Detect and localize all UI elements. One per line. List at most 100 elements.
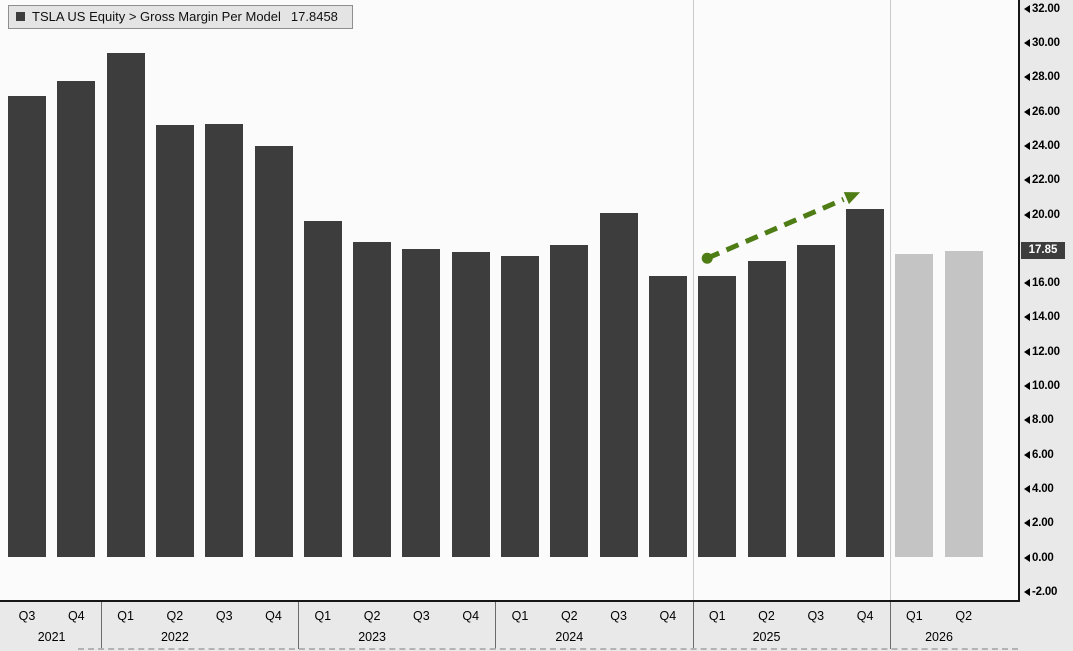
year-boundary-tick [495,602,497,649]
bar-q2-2026 [944,251,983,558]
y-tick-label: 10.00 [1024,379,1060,393]
series-legend[interactable]: TSLA US Equity > Gross Margin Per Model … [8,5,353,29]
x-quarter-label: Q3 [807,609,825,623]
y-tick-value: 10.00 [1032,380,1060,392]
x-quarter-label: Q1 [511,609,529,623]
y-tick-arrow-icon [1024,553,1030,562]
y-tick-arrow-icon [1024,210,1030,219]
y-tick-value: 8.00 [1032,414,1054,427]
y-tick-arrow-icon [1024,176,1030,185]
x-quarter-label: Q4 [265,609,282,623]
x-quarter-label: Q1 [906,609,923,623]
bar-q1-2022 [106,53,145,558]
x-quarter-label: Q3 [413,609,430,623]
y-tick-label: 0.00 [1024,551,1054,565]
series-swatch-icon [16,12,25,21]
y-tick-label: 28.00 [1024,70,1060,84]
x-quarter-label: Q4 [462,609,480,623]
y-tick-label: 32.00 [1024,2,1060,16]
y-tick-arrow-icon [1024,519,1030,528]
bar-q2-2024 [550,245,589,558]
y-tick-value: 0.00 [1032,551,1054,564]
year-boundary-tick [100,602,102,649]
y-tick-arrow-icon [1024,484,1030,493]
bar-q3-2025 [796,245,835,558]
x-quarter-label: Q1 [314,609,332,623]
y-tick-label: 30.00 [1024,36,1060,50]
bar-q3-2022 [205,123,244,558]
vertical-separator [692,0,694,600]
x-quarter-label: Q2 [166,609,184,623]
y-tick-label: 22.00 [1024,173,1060,187]
y-tick-label: 2.00 [1024,516,1054,530]
bar-q1-2025 [698,276,737,558]
x-quarter-label: Q3 [610,609,627,623]
y-tick-arrow-icon [1024,416,1030,425]
year-boundary-tick [889,602,891,649]
y-tick-label: 12.00 [1024,345,1060,359]
y-tick-value: -2.00 [1032,585,1058,598]
y-tick-label: 4.00 [1024,482,1054,496]
y-tick-value: 4.00 [1032,482,1054,495]
bar-q1-2024 [501,255,539,558]
bottom-dashed-rule [78,648,1018,650]
y-tick-arrow-icon [1024,587,1030,596]
x-quarter-label: Q4 [67,609,85,623]
x-quarter-label: Q2 [363,609,381,623]
plot-area [0,0,1020,602]
bar-q3-2021 [8,96,46,558]
last-price-marker-badge: 17.85 [1021,242,1065,260]
x-quarter-label: Q1 [708,609,726,623]
y-tick-value: 2.00 [1032,517,1054,530]
vertical-separator [889,0,891,600]
bar-q4-2025 [846,209,885,558]
bar-q4-2021 [57,80,96,558]
legend-last-value: 17.8458 [290,9,338,24]
x-year-label: 2022 [160,630,189,644]
bar-q4-2023 [451,252,490,558]
y-tick-label: 20.00 [1024,208,1060,222]
bar-q3-2023 [402,248,441,558]
y-tick-label: -2.00 [1024,585,1057,599]
y-tick-value: 20.00 [1032,208,1060,221]
bar-q2-2023 [353,241,392,558]
x-quarter-label: Q2 [955,609,973,623]
x-year-label: 2025 [752,630,781,644]
y-tick-arrow-icon [1024,382,1030,390]
y-tick-label: 14.00 [1024,310,1060,324]
x-quarter-label: Q1 [117,609,134,623]
x-quarter-label: Q3 [18,609,36,623]
y-tick-arrow-icon [1024,73,1030,82]
bar-q1-2023 [303,221,342,558]
x-year-label: 2024 [555,630,584,644]
x-quarter-label: Q2 [758,609,775,623]
y-tick-value: 30.00 [1032,37,1060,49]
y-tick-value: 6.00 [1032,448,1054,461]
y-tick-arrow-icon [1024,39,1030,47]
x-year-label: 2021 [37,630,66,644]
y-tick-value: 24.00 [1032,139,1060,152]
bar-q1-2026 [895,253,934,558]
y-tick-label: 8.00 [1024,413,1054,427]
x-quarter-label: Q4 [659,609,677,623]
year-boundary-tick [298,602,300,649]
y-tick-value: 22.00 [1032,174,1060,187]
y-tick-arrow-icon [1024,347,1030,356]
y-tick-label: 6.00 [1024,448,1054,462]
y-tick-label: 16.00 [1024,276,1060,290]
x-year-label: 2026 [925,630,953,644]
y-tick-value: 26.00 [1032,105,1060,118]
x-quarter-label: Q4 [856,609,874,623]
y-tick-label: 26.00 [1024,105,1060,119]
bar-q4-2024 [648,276,687,558]
x-year-label: 2023 [358,630,386,644]
y-tick-arrow-icon [1024,107,1030,116]
y-tick-value: 14.00 [1032,311,1060,324]
legend-label: TSLA US Equity > Gross Margin Per Model [32,9,281,24]
bar-q2-2025 [747,260,786,558]
bar-q4-2022 [254,145,293,558]
x-quarter-label: Q3 [215,609,233,623]
y-tick-arrow-icon [1024,4,1030,13]
y-tick-arrow-icon [1024,279,1030,288]
